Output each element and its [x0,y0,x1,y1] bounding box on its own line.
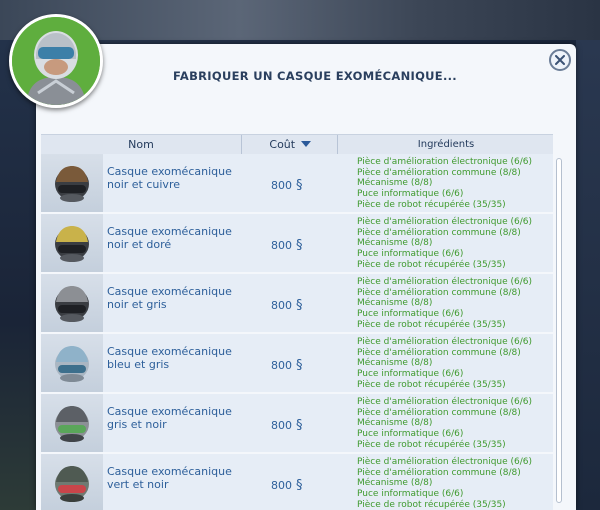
cost-value: 800 [271,359,292,372]
sim-avatar-icon [9,14,103,108]
ingredient-item: Pièce de robot récupérée (35/35) [357,259,506,270]
ingredient-item: Pièce d'amélioration électronique (6/6) [357,457,533,467]
recipe-row[interactable]: Casque exomécanique vert et noir 800 § Pi… [41,454,553,510]
recipe-cost: 800 § [271,298,331,313]
scrollbar[interactable] [553,154,565,510]
helmet-icon [41,274,103,332]
ingredient-item: Puce informatique (6/6) [357,189,464,200]
ingredient-item: Mécanisme (8/8) [357,178,433,189]
helmet-icon [41,394,103,452]
simoleon-icon: § [296,298,303,313]
recipe-name: Casque exomécanique noir et gris [107,285,232,311]
ingredient-item: Pièce de robot récupérée (35/35) [357,199,506,210]
helmet-icon [41,334,103,392]
ingredient-item: Puce informatique (6/6) [357,309,464,320]
recipe-cost: 800 § [271,358,331,373]
column-header-cost-label: Coût [269,138,296,151]
recipe-ingredients: Pièce d'amélioration électronique (6/6) … [357,337,551,391]
background-right [576,40,600,510]
ingredient-item: Pièce d'amélioration électronique (6/6) [357,157,533,167]
recipe-name: Casque exomécanique noir et cuivre [107,165,232,191]
simoleon-icon: § [296,478,303,493]
cost-value: 800 [271,179,292,192]
recipe-row[interactable]: Casque exomécanique noir et gris 800 § Pi… [41,274,553,334]
ingredient-item: Pièce d'amélioration commune (8/8) [357,467,521,478]
ingredient-item: Pièce de robot récupérée (35/35) [357,319,506,330]
ingredient-item: Puce informatique (6/6) [357,249,464,260]
helmet-icon [41,454,103,510]
recipe-ingredients: Pièce d'amélioration électronique (6/6) … [357,157,551,211]
column-header-ingredients: Ingrédients [337,135,554,155]
helmet-icon [41,214,103,272]
recipe-cost: 800 § [271,178,331,193]
background-strip [0,0,600,40]
recipe-ingredients: Pièce d'amélioration électronique (6/6) … [357,457,551,510]
ingredient-item: Pièce d'amélioration électronique (6/6) [357,397,533,407]
column-header-name[interactable]: Nom [41,135,241,155]
ingredient-item: Pièce de robot récupérée (35/35) [357,439,506,450]
ingredient-item: Mécanisme (8/8) [357,298,433,309]
recipe-list: Casque exomécanique noir et cuivre 800 § … [41,154,553,510]
ingredient-item: Mécanisme (8/8) [357,478,433,489]
ingredient-item: Puce informatique (6/6) [357,369,464,380]
close-button[interactable] [549,49,571,71]
ingredient-item: Pièce d'amélioration électronique (6/6) [357,337,533,347]
scrollbar-thumb[interactable] [556,158,562,503]
column-header-name-label: Nom [128,138,154,151]
ingredient-item: Pièce de robot récupérée (35/35) [357,379,506,390]
recipe-name: Casque exomécanique bleu et gris [107,345,232,371]
helmet-accent [56,166,88,182]
recipe-name: Casque exomécanique vert et noir [107,465,232,491]
ingredient-item: Mécanisme (8/8) [357,358,433,369]
recipe-row[interactable]: Casque exomécanique noir et cuivre 800 § … [41,154,553,214]
ingredient-item: Pièce de robot récupérée (35/35) [357,499,506,510]
recipe-ingredients: Pièce d'amélioration électronique (6/6) … [357,397,551,451]
background-left [0,40,36,510]
simoleon-icon: § [296,238,303,253]
recipe-ingredients: Pièce d'amélioration électronique (6/6) … [357,217,551,271]
ingredient-item: Pièce d'amélioration commune (8/8) [357,407,521,418]
ingredient-item: Pièce d'amélioration électronique (6/6) [357,217,533,227]
helmet-visor [58,485,86,493]
recipe-cost: 800 § [271,478,331,493]
recipe-row[interactable]: Casque exomécanique gris et noir 800 § Pi… [41,394,553,454]
recipe-row[interactable]: Casque exomécanique noir et doré 800 § Pi… [41,214,553,274]
sort-desc-icon [300,141,311,147]
ingredient-item: Mécanisme (8/8) [357,418,433,429]
helmet-visor [58,425,86,433]
recipe-cost: 800 § [271,238,331,253]
ingredient-item: Pièce d'amélioration électronique (6/6) [357,277,533,287]
column-header-ingredients-label: Ingrédients [417,139,475,150]
cost-value: 800 [271,479,292,492]
ingredient-item: Pièce d'amélioration commune (8/8) [357,167,521,178]
helmet-accent [56,346,88,362]
ingredient-item: Pièce d'amélioration commune (8/8) [357,287,521,298]
recipe-cost: 800 § [271,418,331,433]
close-icon [555,55,565,65]
ingredient-item: Pièce d'amélioration commune (8/8) [357,227,521,238]
cost-value: 800 [271,299,292,312]
helmet-icon [41,154,103,212]
recipe-ingredients: Pièce d'amélioration électronique (6/6) … [357,277,551,331]
simoleon-icon: § [296,358,303,373]
helmet-accent [56,286,88,302]
helmet-accent [56,226,88,242]
column-header-cost[interactable]: Coût [241,135,338,155]
simoleon-icon: § [296,418,303,433]
ingredient-item: Puce informatique (6/6) [357,429,464,440]
recipe-row[interactable]: Casque exomécanique bleu et gris 800 § Pi… [41,334,553,394]
ingredient-item: Puce informatique (6/6) [357,489,464,500]
dialog-title: FABRIQUER UN CASQUE EXOMÉCANIQUE... [173,69,457,83]
cost-value: 800 [271,419,292,432]
simoleon-icon: § [296,178,303,193]
recipe-name: Casque exomécanique noir et doré [107,225,232,251]
ingredient-item: Mécanisme (8/8) [357,238,433,249]
table-header: Nom Coût Ingrédients [41,134,553,155]
recipe-name: Casque exomécanique gris et noir [107,405,232,431]
cost-value: 800 [271,239,292,252]
ingredient-item: Pièce d'amélioration commune (8/8) [357,347,521,358]
